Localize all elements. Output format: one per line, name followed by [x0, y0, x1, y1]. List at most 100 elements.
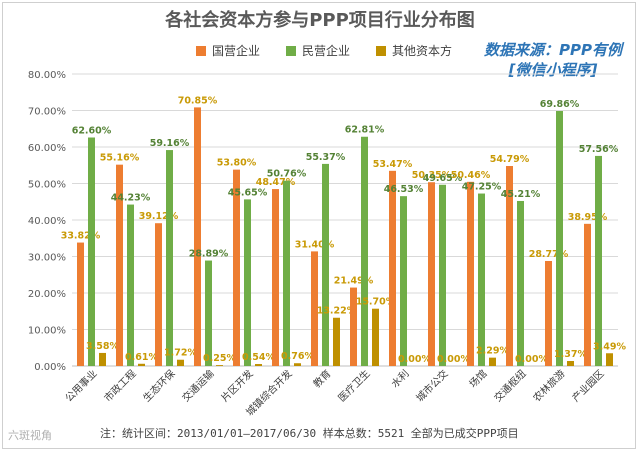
- legend-swatch-private: [286, 45, 297, 56]
- data-label: 53.47%: [373, 159, 413, 170]
- y-tick-label: 10.00%: [28, 326, 66, 337]
- data-label: 39.12%: [139, 211, 179, 222]
- bar: [244, 199, 251, 366]
- legend-swatch-soe: [196, 45, 206, 56]
- x-tick-label: 交通枢纽: [491, 367, 528, 404]
- bar: [116, 164, 123, 366]
- bar: [322, 163, 329, 366]
- data-label: 21.49%: [334, 276, 374, 287]
- data-label: 54.79%: [490, 154, 530, 165]
- data-label: 3.49%: [593, 341, 626, 352]
- bar: [584, 223, 591, 366]
- y-tick-label: 80.00%: [28, 70, 66, 81]
- x-tick-label: 产业园区: [569, 367, 606, 404]
- bar: [478, 193, 485, 366]
- data-label: 50.76%: [267, 169, 307, 180]
- data-label: 38.95%: [568, 212, 608, 223]
- bar: [467, 181, 474, 366]
- bar: [216, 365, 223, 366]
- bar: [372, 308, 379, 366]
- watermark: 六斑视角: [8, 429, 52, 442]
- data-label: 45.65%: [228, 187, 268, 198]
- y-tick-label: 70.00%: [28, 107, 66, 118]
- footnote: 注：统计区间：2013/01/01—2017/06/30 样本总数：5521 全…: [100, 427, 519, 440]
- data-label: 13.22%: [317, 306, 357, 317]
- legend-swatch-other: [376, 45, 387, 56]
- x-tick-label: 教育: [310, 367, 333, 390]
- bar: [205, 260, 212, 366]
- data-label: 59.16%: [150, 138, 190, 149]
- data-label: 70.85%: [178, 95, 218, 106]
- bar: [233, 169, 240, 366]
- data-label: 50.46%: [451, 170, 491, 181]
- chart-title: 各社会资本方参与PPP项目行业分布图: [165, 10, 475, 31]
- data-label: 49.65%: [423, 173, 463, 184]
- data-label: 0.00%: [437, 354, 470, 365]
- x-tick-label: 场馆: [466, 367, 489, 390]
- bar: [400, 196, 407, 366]
- bar: [138, 363, 145, 366]
- data-source-line1: 数据来源：PPP有例: [484, 41, 622, 59]
- y-tick-label: 60.00%: [28, 143, 66, 154]
- bar: [333, 317, 340, 366]
- data-label: 0.76%: [281, 351, 314, 362]
- data-label: 69.86%: [540, 99, 580, 110]
- y-tick-label: 50.00%: [28, 180, 66, 191]
- x-tick-label: 医疗卫生: [335, 367, 372, 404]
- data-label: 1.72%: [164, 348, 197, 359]
- bar: [294, 363, 301, 366]
- chart-frame: [2, 2, 636, 449]
- data-label: 62.60%: [72, 126, 112, 137]
- legend-item-other: 其他资本方: [376, 42, 452, 59]
- bar: [556, 111, 563, 366]
- chart-legend: 国营企业 民营企业 其他资本方: [196, 42, 452, 59]
- legend-label-soe: 国营企业: [212, 44, 261, 58]
- data-label: 0.00%: [398, 354, 431, 365]
- bar: [177, 359, 184, 366]
- data-label: 1.37%: [554, 349, 587, 360]
- bar: [350, 287, 357, 366]
- bar: [517, 200, 524, 366]
- data-label: 0.54%: [242, 352, 275, 363]
- bar: [428, 182, 435, 366]
- data-label: 2.29%: [476, 346, 509, 357]
- bar: [439, 184, 446, 366]
- data-label: 48.47%: [256, 177, 296, 188]
- bar: [127, 204, 134, 366]
- x-tick-label: 市政工程: [101, 367, 138, 404]
- data-label: 28.77%: [529, 249, 569, 260]
- y-tick-label: 0.00%: [34, 362, 66, 373]
- bar: [311, 251, 318, 366]
- bar: [489, 357, 496, 366]
- legend-item-soe: 国营企业: [196, 42, 260, 59]
- bar: [606, 353, 613, 366]
- bar: [88, 137, 95, 366]
- data-label: 57.56%: [579, 144, 619, 155]
- bar: [361, 136, 368, 366]
- x-tick-label: 交通运输: [179, 367, 216, 404]
- data-label: 31.40%: [295, 239, 335, 250]
- legend-label-private: 民营企业: [302, 44, 351, 58]
- bar: [389, 170, 396, 366]
- bar: [595, 155, 602, 366]
- x-tick-label: 城市公交: [413, 367, 450, 404]
- x-tick-label: 农林旅游: [530, 367, 567, 404]
- data-label: 47.25%: [462, 182, 502, 193]
- x-tick-label: 生态环保: [140, 367, 177, 404]
- data-label: 0.00%: [515, 354, 548, 365]
- y-tick-label: 40.00%: [28, 216, 66, 227]
- bar: [255, 364, 262, 366]
- bar: [283, 180, 290, 366]
- data-label: 44.23%: [111, 193, 151, 204]
- x-tick-label: 水利: [389, 368, 412, 391]
- bar: [545, 260, 552, 366]
- data-label: 15.70%: [356, 297, 396, 308]
- bar: [99, 352, 106, 366]
- bar: [155, 223, 162, 366]
- bar: [194, 107, 201, 367]
- data-label: 53.80%: [217, 158, 257, 169]
- data-label: 33.82%: [61, 231, 101, 242]
- y-tick-label: 30.00%: [28, 253, 66, 264]
- bar: [272, 189, 279, 366]
